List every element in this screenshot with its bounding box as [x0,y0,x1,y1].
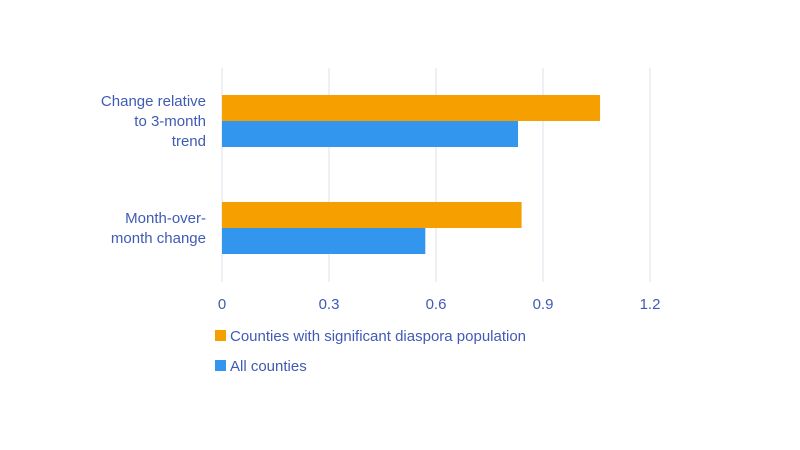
legend-label-0: Counties with significant diaspora popul… [230,328,526,345]
category-label-line: to 3-month [134,113,206,130]
x-tick-label: 0.3 [319,296,340,313]
category-label-line: Month-over- [125,210,206,227]
x-tick-label: 1.2 [640,296,661,313]
category-label-line: month change [111,230,206,247]
category-label-1: Month-over-month change [111,210,206,247]
bars [222,95,601,254]
legend: Counties with significant diaspora popul… [215,328,526,375]
x-tick-label: 0.6 [426,296,447,313]
legend-swatch-0 [215,330,226,341]
legend-label-1: All counties [230,358,307,375]
bar-diaspora-1 [222,202,522,228]
x-tick-labels: 0 0.3 0.6 0.9 1.2 [218,296,661,313]
category-label-line: trend [172,133,206,150]
legend-swatch-1 [215,360,226,371]
category-label-line: Change relative [101,93,206,110]
category-label-0: Change relative to 3-month trend [101,93,206,150]
bar-all-1 [222,228,426,254]
x-tick-label: 0 [218,296,226,313]
x-tick-label: 0.9 [533,296,554,313]
category-labels: Change relative to 3-month trend Month-over… [101,93,206,247]
bar-diaspora-0 [222,95,601,121]
bar-all-0 [222,121,519,147]
